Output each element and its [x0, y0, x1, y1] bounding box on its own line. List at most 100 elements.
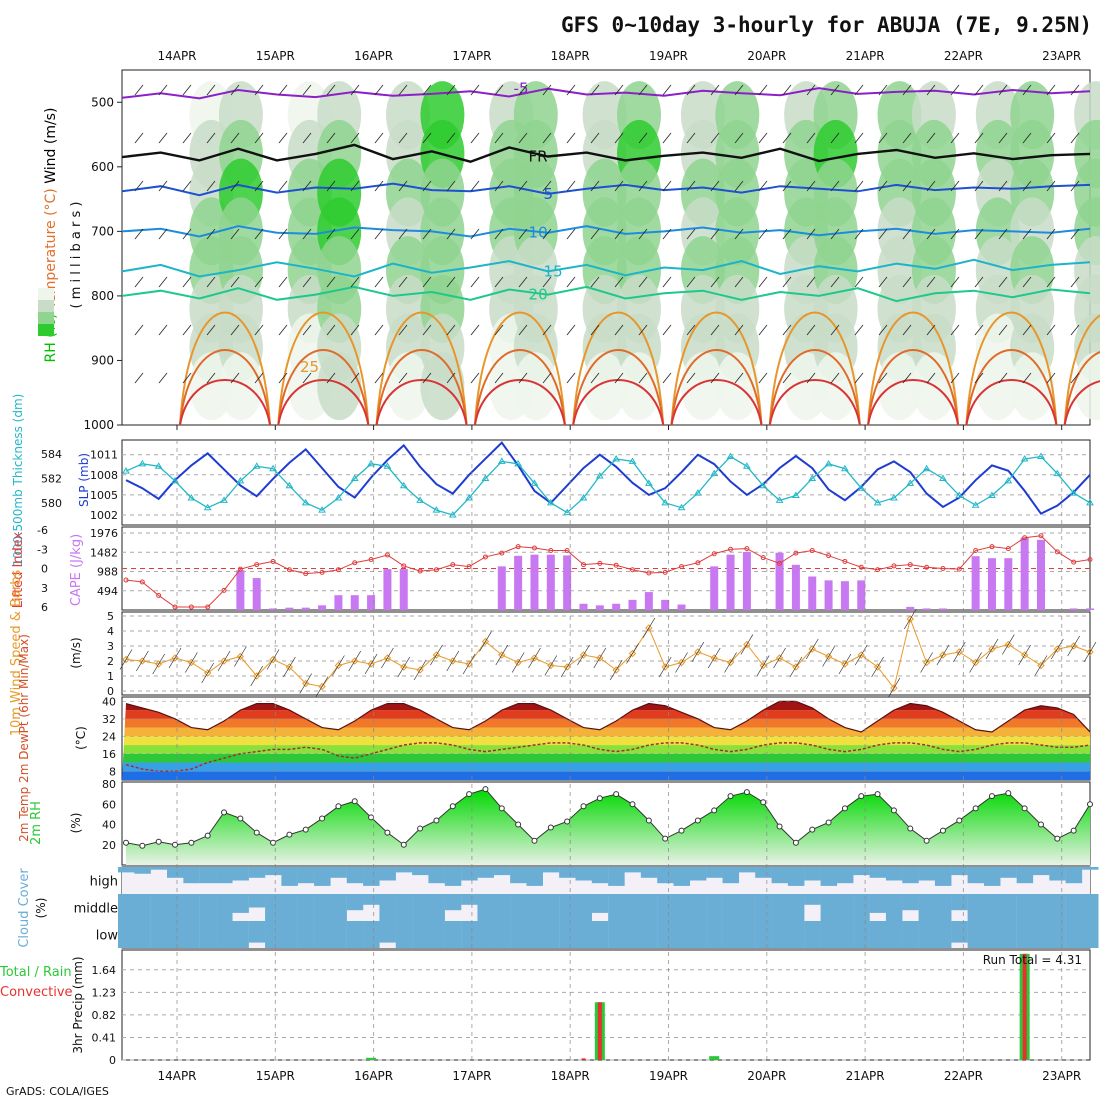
wind-barb [878, 180, 888, 192]
isotherm-label: 5 [544, 185, 554, 203]
wind-barb [278, 276, 288, 288]
cloud-cell [395, 894, 413, 921]
wind-point [481, 637, 490, 646]
wind-barb [254, 228, 264, 240]
cloud-cell [363, 894, 380, 905]
wind-point [432, 651, 441, 659]
thickness-point [988, 491, 996, 499]
wind-barb [642, 617, 656, 639]
wind-barb [609, 659, 623, 681]
wind-barb [302, 372, 312, 384]
cloud-cell [657, 921, 674, 948]
isotherm-35 [375, 379, 468, 426]
thickness-point [693, 489, 702, 496]
cloud-cell [1065, 921, 1083, 948]
wind-barb [326, 276, 336, 288]
wind-barb [470, 372, 480, 384]
isotherm-35 [179, 379, 271, 426]
li-point [809, 548, 815, 554]
wind-barb [119, 649, 133, 670]
wind-barb [773, 647, 786, 669]
rh-legend-swatch [38, 300, 54, 312]
wind-barb [348, 650, 362, 672]
wind-point [612, 666, 620, 674]
wind-barb [230, 84, 240, 96]
li-point [433, 567, 439, 573]
cloud-cell [591, 921, 609, 948]
temp-unit: (°C) [74, 726, 88, 750]
cloud-cell [836, 921, 854, 948]
wind-point [416, 666, 424, 674]
cape-bar [661, 599, 670, 610]
thickness-point [1004, 476, 1013, 484]
wind-barb [134, 276, 144, 288]
li-line [125, 535, 1091, 608]
li-point [237, 566, 243, 572]
wind-barb [1067, 635, 1080, 657]
cloud-cell [526, 894, 543, 921]
date-label-bottom: 23APR [1042, 1069, 1081, 1083]
cloud-cell [330, 867, 347, 878]
li-point [777, 560, 783, 566]
cape-bar [301, 607, 310, 610]
wind-barb [950, 228, 960, 240]
wind-barb [974, 84, 984, 96]
wind-barb [1022, 276, 1032, 288]
cloud-cell [183, 894, 200, 921]
cloud-cell [379, 894, 396, 921]
wind-point [661, 663, 669, 671]
wind-barb [710, 276, 720, 288]
thickness-point [497, 457, 506, 464]
date-label-top: 18APR [551, 49, 590, 63]
cloud-cell [591, 867, 609, 884]
wind-barb [230, 324, 240, 336]
wind-barb [1046, 132, 1056, 144]
li-point [368, 557, 374, 563]
cloud-cell [787, 921, 805, 948]
wind-barb [206, 84, 216, 96]
wind-barb [542, 84, 552, 96]
cloud-cell [330, 921, 347, 948]
cloud-row-label: high [90, 875, 118, 890]
wind-barb [662, 84, 672, 96]
cloud-cell [853, 867, 870, 876]
wind-barb [326, 372, 336, 384]
wind-barb [201, 662, 214, 684]
wind-barb [566, 276, 576, 288]
cloud-cell [1032, 894, 1050, 921]
wind-barb [182, 84, 192, 96]
cape-bar [922, 608, 931, 610]
wind-barb [302, 132, 312, 144]
rh-point [858, 793, 865, 800]
rh-panel: 20 40 60 80 2m RH (%) [29, 778, 1093, 866]
li-tick: -3 [37, 543, 48, 556]
cloud-cell [804, 921, 821, 948]
wind-barb [950, 84, 960, 96]
cloud-cell [1032, 921, 1050, 948]
wind-barb [806, 372, 816, 384]
isotherm-35 [572, 379, 665, 426]
wind-barb [902, 372, 912, 384]
rh-cell [317, 352, 362, 421]
thickness-slp-panel-frame [121, 439, 1091, 526]
wind-point [596, 654, 604, 662]
cloud-cell [199, 867, 217, 884]
cape-bar [677, 604, 686, 610]
cloud-cell [265, 867, 282, 876]
date-label-bottom: 16APR [354, 1069, 393, 1083]
rh-point [1005, 790, 1012, 797]
rh-point [498, 805, 505, 812]
wind-barb [969, 652, 982, 673]
thickness-point [432, 506, 441, 513]
thickness-point [1037, 452, 1045, 460]
wind-barb [691, 641, 705, 663]
slp-tick: 1008 [90, 469, 118, 482]
wind-barb [871, 656, 884, 678]
temp-tick: 40 [102, 695, 116, 708]
wind-barb [662, 228, 672, 240]
wind-barb [952, 641, 966, 663]
isotherm-30 [572, 349, 665, 426]
rh-point [939, 827, 946, 834]
cape-bar [269, 608, 278, 610]
thickness-point [677, 503, 686, 511]
